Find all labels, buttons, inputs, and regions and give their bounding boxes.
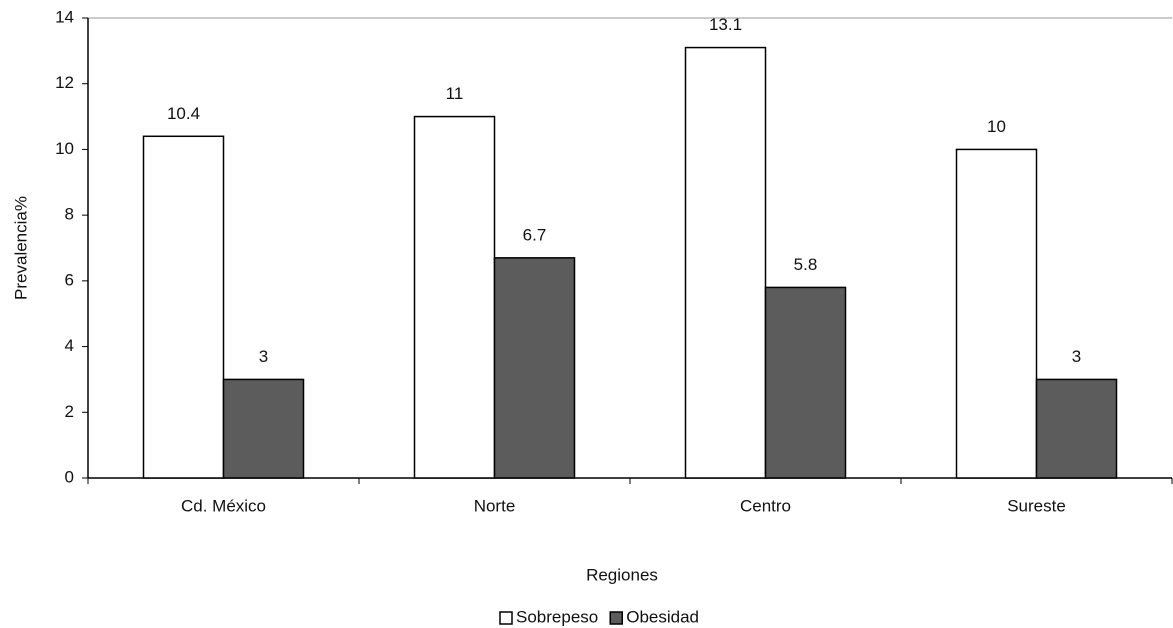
x-tick-label: Cd. México <box>181 496 266 515</box>
bar <box>493 257 576 479</box>
x-axis-label: Regiones <box>586 565 658 584</box>
bar <box>955 148 1038 479</box>
data-label: 5.8 <box>794 255 818 274</box>
bar <box>684 46 767 479</box>
data-label: 3 <box>1072 347 1081 366</box>
legend-label: Sobrepeso <box>516 607 598 626</box>
x-tick-label: Norte <box>474 496 516 515</box>
y-tick-label: 10 <box>55 139 74 158</box>
y-tick-label: 12 <box>55 73 74 92</box>
y-tick-label: 0 <box>65 467 74 486</box>
data-label: 13.1 <box>709 15 742 34</box>
data-label: 10.4 <box>167 104 200 123</box>
legend-swatch <box>499 611 513 625</box>
y-tick-label: 4 <box>65 336 74 355</box>
data-label: 10 <box>987 117 1006 136</box>
x-tick-label: Sureste <box>1007 496 1066 515</box>
bar <box>1035 378 1118 479</box>
bar <box>764 286 847 479</box>
y-axis-label: Prevalencia% <box>11 196 30 300</box>
legend-label: Obesidad <box>626 607 699 626</box>
bar <box>222 378 305 479</box>
y-tick-label: 2 <box>65 402 74 421</box>
data-label: 11 <box>446 84 464 103</box>
data-label: 3 <box>259 347 268 366</box>
y-tick-label: 8 <box>65 205 74 224</box>
bar <box>142 135 225 479</box>
bar <box>413 115 496 479</box>
y-tick-label: 14 <box>55 7 74 26</box>
legend-swatch <box>609 611 623 625</box>
x-tick-label: Centro <box>740 496 791 515</box>
data-label: 6.7 <box>523 225 547 244</box>
y-tick-label: 6 <box>65 270 74 289</box>
